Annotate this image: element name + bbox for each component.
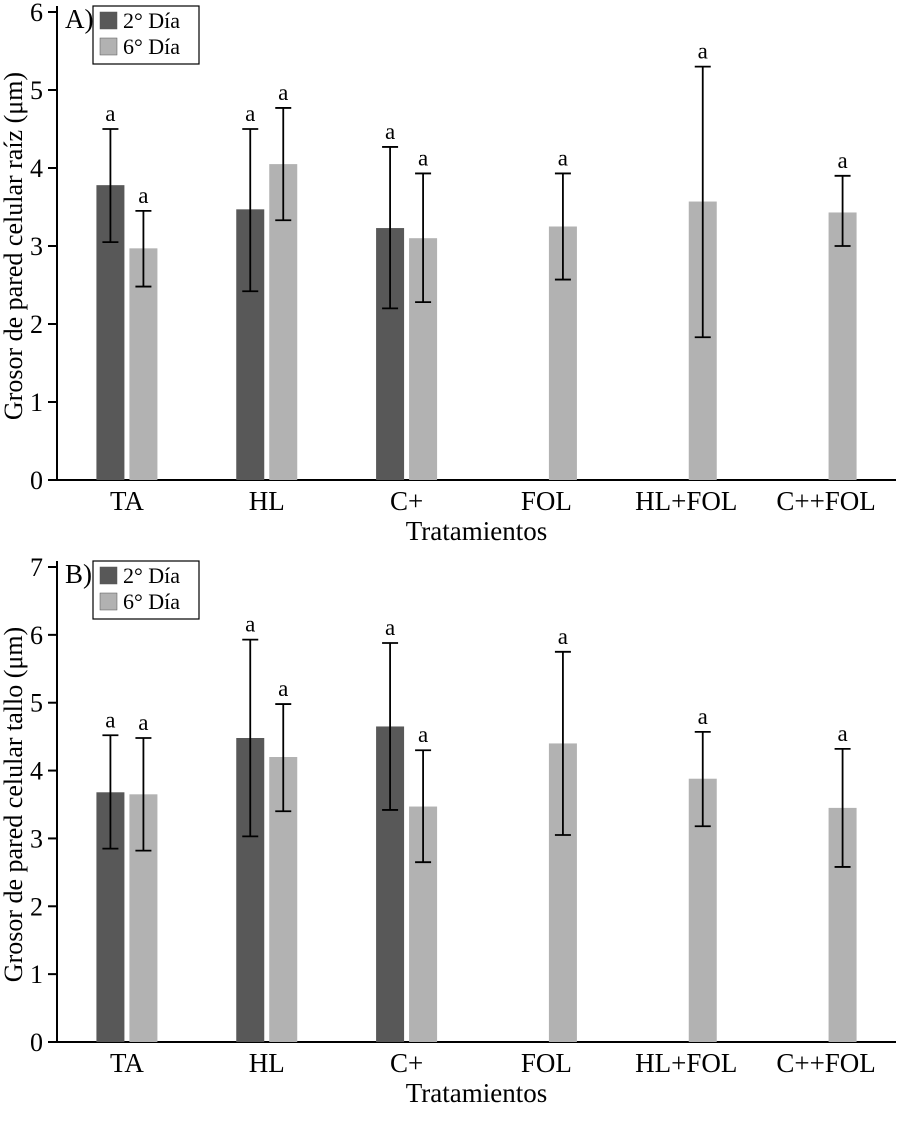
sig-label: a bbox=[698, 704, 708, 729]
y-tick-label: 2 bbox=[30, 892, 43, 921]
y-tick-label: 6 bbox=[30, 0, 43, 27]
sig-label: a bbox=[138, 710, 148, 735]
x-category-label: HL+FOL bbox=[635, 486, 737, 516]
sig-label: a bbox=[558, 145, 568, 170]
x-axis-title: Tratamientos bbox=[406, 516, 548, 546]
x-category-label: FOL bbox=[521, 486, 572, 516]
sig-label: a bbox=[278, 80, 288, 105]
sig-label: a bbox=[245, 612, 255, 637]
chart-a-svg: 0 1 2 3 4 5 6 Grosor de pared celular raíz (μm)… bbox=[0, 0, 896, 546]
legend-label: 6° Día bbox=[123, 34, 180, 59]
y-axis-title: Grosor de pared celular raíz (μm) bbox=[0, 72, 28, 420]
x-category-label: FOL bbox=[521, 1048, 572, 1078]
panel-label: B) bbox=[65, 559, 92, 589]
x-category-label: HL bbox=[249, 1048, 285, 1078]
panel-b: 0 1 2 3 4 5 6 7 Grosor de pared celular tallo (μ… bbox=[0, 553, 905, 1122]
sig-label: a bbox=[385, 119, 395, 144]
bar-6° Día-C++FOL bbox=[828, 212, 857, 480]
sig-label: a bbox=[385, 615, 395, 640]
panel-label: A) bbox=[65, 4, 94, 34]
sig-label: a bbox=[138, 183, 148, 208]
x-category-label: C+ bbox=[390, 1048, 423, 1078]
legend-swatch-6° Día bbox=[99, 37, 118, 56]
y-tick-label: 3 bbox=[30, 232, 43, 261]
x-category-label: C+ bbox=[390, 486, 423, 516]
y-tick-label: 7 bbox=[30, 553, 43, 582]
sig-label: a bbox=[558, 624, 568, 649]
y-tick-label: 2 bbox=[30, 310, 43, 339]
y-axis-title: Grosor de pared celular tallo (μm) bbox=[0, 627, 28, 982]
x-category-label: TA bbox=[110, 1048, 144, 1078]
x-category-label: C++FOL bbox=[776, 486, 875, 516]
y-tick-label: 4 bbox=[30, 154, 43, 183]
sig-label: a bbox=[418, 145, 428, 170]
sig-label: a bbox=[418, 722, 428, 747]
sig-label: a bbox=[698, 39, 708, 64]
sig-label: a bbox=[837, 148, 847, 173]
sig-label: a bbox=[105, 101, 115, 126]
sig-label: a bbox=[105, 707, 115, 732]
sig-label: a bbox=[278, 676, 288, 701]
y-tick-label: 3 bbox=[30, 824, 43, 853]
y-tick-label: 0 bbox=[30, 1028, 43, 1057]
legend-label: 2° Día bbox=[123, 8, 180, 33]
y-tick-label: 1 bbox=[30, 960, 43, 989]
legend-swatch-6° Día bbox=[99, 592, 118, 611]
x-category-label: TA bbox=[110, 486, 144, 516]
legend-label: 6° Día bbox=[123, 589, 180, 614]
x-category-label: C++FOL bbox=[776, 1048, 875, 1078]
y-tick-label: 6 bbox=[30, 621, 43, 650]
sig-label: a bbox=[837, 721, 847, 746]
y-tick-label: 1 bbox=[30, 388, 43, 417]
y-tick-label: 4 bbox=[30, 757, 43, 786]
sig-label: a bbox=[245, 101, 255, 126]
x-axis-title: Tratamientos bbox=[406, 1078, 548, 1108]
legend-swatch-2° Día bbox=[99, 11, 118, 30]
x-category-label: HL bbox=[249, 486, 285, 516]
x-category-label: HL+FOL bbox=[635, 1048, 737, 1078]
legend-swatch-2° Día bbox=[99, 566, 118, 585]
y-tick-label: 0 bbox=[30, 466, 43, 495]
chart-b-svg: 0 1 2 3 4 5 6 7 Grosor de pared celular tallo (μ… bbox=[0, 553, 896, 1108]
y-tick-label: 5 bbox=[30, 76, 43, 105]
legend-label: 2° Día bbox=[123, 563, 180, 588]
y-tick-label: 5 bbox=[30, 689, 43, 718]
panel-a: 0 1 2 3 4 5 6 Grosor de pared celular raíz (μm)… bbox=[0, 0, 905, 553]
